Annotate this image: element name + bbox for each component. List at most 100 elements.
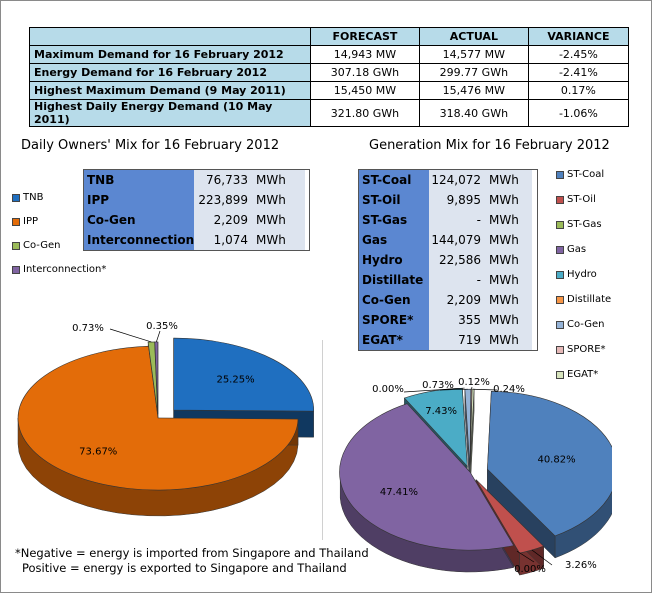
generation-legend-item: ST-Oil: [556, 194, 596, 205]
list-item: Co-Gen 2,209 MWh: [84, 210, 309, 230]
generation-row-label: ST-Gas: [359, 210, 429, 230]
legend-label: ST-Oil: [567, 194, 596, 205]
leader-line: [473, 388, 498, 391]
header-variance: VARIANCE: [527, 27, 630, 46]
leader-line: [156, 330, 161, 343]
list-item: Hydro 22,586 MWh: [359, 250, 537, 270]
legend-label: Co-Gen: [567, 319, 605, 330]
owners-row-label: IPP: [84, 190, 194, 210]
generation-row-value: 144,079: [429, 230, 489, 250]
table-row: Energy Demand for 16 February 2012 307.1…: [29, 63, 630, 82]
generation-row-value: 22,586: [429, 250, 489, 270]
variance-cell: -1.06%: [527, 99, 630, 127]
pie-slice-gas: [339, 403, 515, 551]
owners-row-label: Interconnection*: [84, 230, 200, 250]
generation-legend: ST-Coal ST-Oil ST-Gas Gas Hydro Distillate Co-…: [556, 169, 646, 389]
list-item: ST-Gas - MWh: [359, 210, 537, 230]
leader-line: [109, 328, 152, 343]
footnote: *Negative = energy is imported from Sing…: [15, 546, 369, 576]
generation-legend-item: ST-Gas: [556, 219, 602, 230]
row-label: Energy Demand for 16 February 2012: [29, 63, 311, 82]
pie-data-label: 0.12%: [458, 377, 490, 388]
legend-swatch: [12, 217, 20, 226]
pie-data-label: 73.67%: [79, 446, 117, 457]
header-actual: ACTUAL: [418, 27, 529, 46]
pie-slice-interconnection-: [154, 341, 159, 414]
generation-row-unit: MWh: [489, 250, 532, 270]
footnote-line-1: *Negative = energy is imported from Sing…: [15, 546, 369, 560]
owners-values-box: TNB 76,733 MWh IPP 223,899 MWh Co-Gen 2,209 MW…: [83, 169, 310, 251]
generation-row-value: 355: [429, 310, 489, 330]
owners-row-value: 2,209: [194, 210, 256, 230]
forecast-cell: 15,450 MW: [310, 81, 420, 100]
generation-row-label: ST-Oil: [359, 190, 429, 210]
legend-swatch: [556, 170, 564, 179]
generation-row-unit: MWh: [489, 210, 532, 230]
owners-row-value: 223,899: [194, 190, 256, 210]
actual-cell: 299.77 GWh: [418, 63, 529, 82]
generation-mix-pie-chart: 40.82% 47.41% 7.43% 3.26% 0.00% 0.00% 0.73% 0.1…: [339, 377, 612, 576]
generation-row-unit: MWh: [489, 230, 532, 250]
generation-row-unit: MWh: [489, 310, 532, 330]
row-label: Highest Maximum Demand (9 May 2011): [29, 81, 311, 100]
generation-mix-title: Generation Mix for 16 February 2012: [369, 138, 610, 153]
forecast-cell: 307.18 GWh: [310, 63, 420, 82]
generation-legend-item: SPORE*: [556, 344, 606, 355]
pie-data-label: 0.24%: [493, 384, 525, 395]
generation-row-unit: MWh: [489, 290, 532, 310]
list-item: EGAT* 719 MWh: [359, 330, 537, 350]
legend-label: Gas: [567, 244, 587, 255]
table-row: Maximum Demand for 16 February 2012 14,9…: [29, 45, 630, 64]
leader-line: [516, 550, 535, 563]
pie-data-label: 47.41%: [380, 487, 418, 498]
legend-swatch: [556, 370, 564, 379]
generation-row-label: Gas: [359, 230, 429, 250]
list-item: ST-Oil 9,895 MWh: [359, 190, 537, 210]
pie-data-label: 0.00%: [514, 564, 546, 575]
legend-label: EGAT*: [567, 369, 599, 380]
list-item: Interconnection* 1,074 MWh: [84, 230, 309, 250]
legend-swatch: [556, 345, 564, 354]
legend-label: ST-Gas: [567, 219, 602, 230]
generation-legend-item: Co-Gen: [556, 319, 605, 330]
legend-label: SPORE*: [567, 344, 606, 355]
owners-row-label: TNB: [84, 170, 194, 190]
legend-swatch: [556, 220, 564, 229]
owners-row-unit: MWh: [256, 210, 305, 230]
list-item: ST-Coal 124,072 MWh: [359, 170, 537, 190]
table-row: Highest Maximum Demand (9 May 2011) 15,4…: [29, 81, 630, 100]
forecast-cell: 321.80 GWh: [310, 99, 420, 127]
owners-legend-item: Co-Gen: [12, 240, 61, 251]
generation-legend-item: ST-Coal: [556, 169, 604, 180]
generation-row-label: Distillate: [359, 270, 429, 290]
pie-slice-tnb: [173, 337, 315, 412]
generation-row-label: ST-Coal: [359, 170, 429, 190]
generation-row-value: -: [429, 210, 489, 230]
generation-row-value: -: [429, 270, 489, 290]
list-item: SPORE* 355 MWh: [359, 310, 537, 330]
legend-label: TNB: [23, 192, 44, 203]
pie-data-label: 25.25%: [216, 375, 254, 386]
legend-swatch: [12, 241, 20, 250]
owners-row-unit: MWh: [256, 230, 305, 250]
pie-data-label: 0.35%: [146, 321, 178, 332]
generation-legend-item: EGAT*: [556, 369, 598, 380]
generation-row-label: EGAT*: [359, 330, 429, 350]
generation-row-label: Hydro: [359, 250, 429, 270]
legend-swatch: [556, 245, 564, 254]
pie-data-label: 0.73%: [72, 323, 104, 334]
generation-legend-item: Gas: [556, 244, 586, 255]
header-blank-cell: [29, 27, 311, 46]
actual-cell: 14,577 MW: [418, 45, 529, 64]
owners-legend-item: TNB: [12, 192, 43, 203]
generation-row-label: SPORE*: [359, 310, 429, 330]
row-label: Maximum Demand for 16 February 2012: [29, 45, 311, 64]
owners-row-unit: MWh: [256, 170, 305, 190]
generation-row-unit: MWh: [489, 170, 532, 190]
legend-swatch: [556, 195, 564, 204]
divider-line: [322, 340, 323, 540]
owners-mix-pie-chart: 25.25% 73.67% 0.73% 0.35%: [17, 321, 315, 517]
legend-label: ST-Coal: [567, 169, 605, 180]
legend-label: Distillate: [567, 294, 612, 305]
owners-row-label: Co-Gen: [84, 210, 194, 230]
